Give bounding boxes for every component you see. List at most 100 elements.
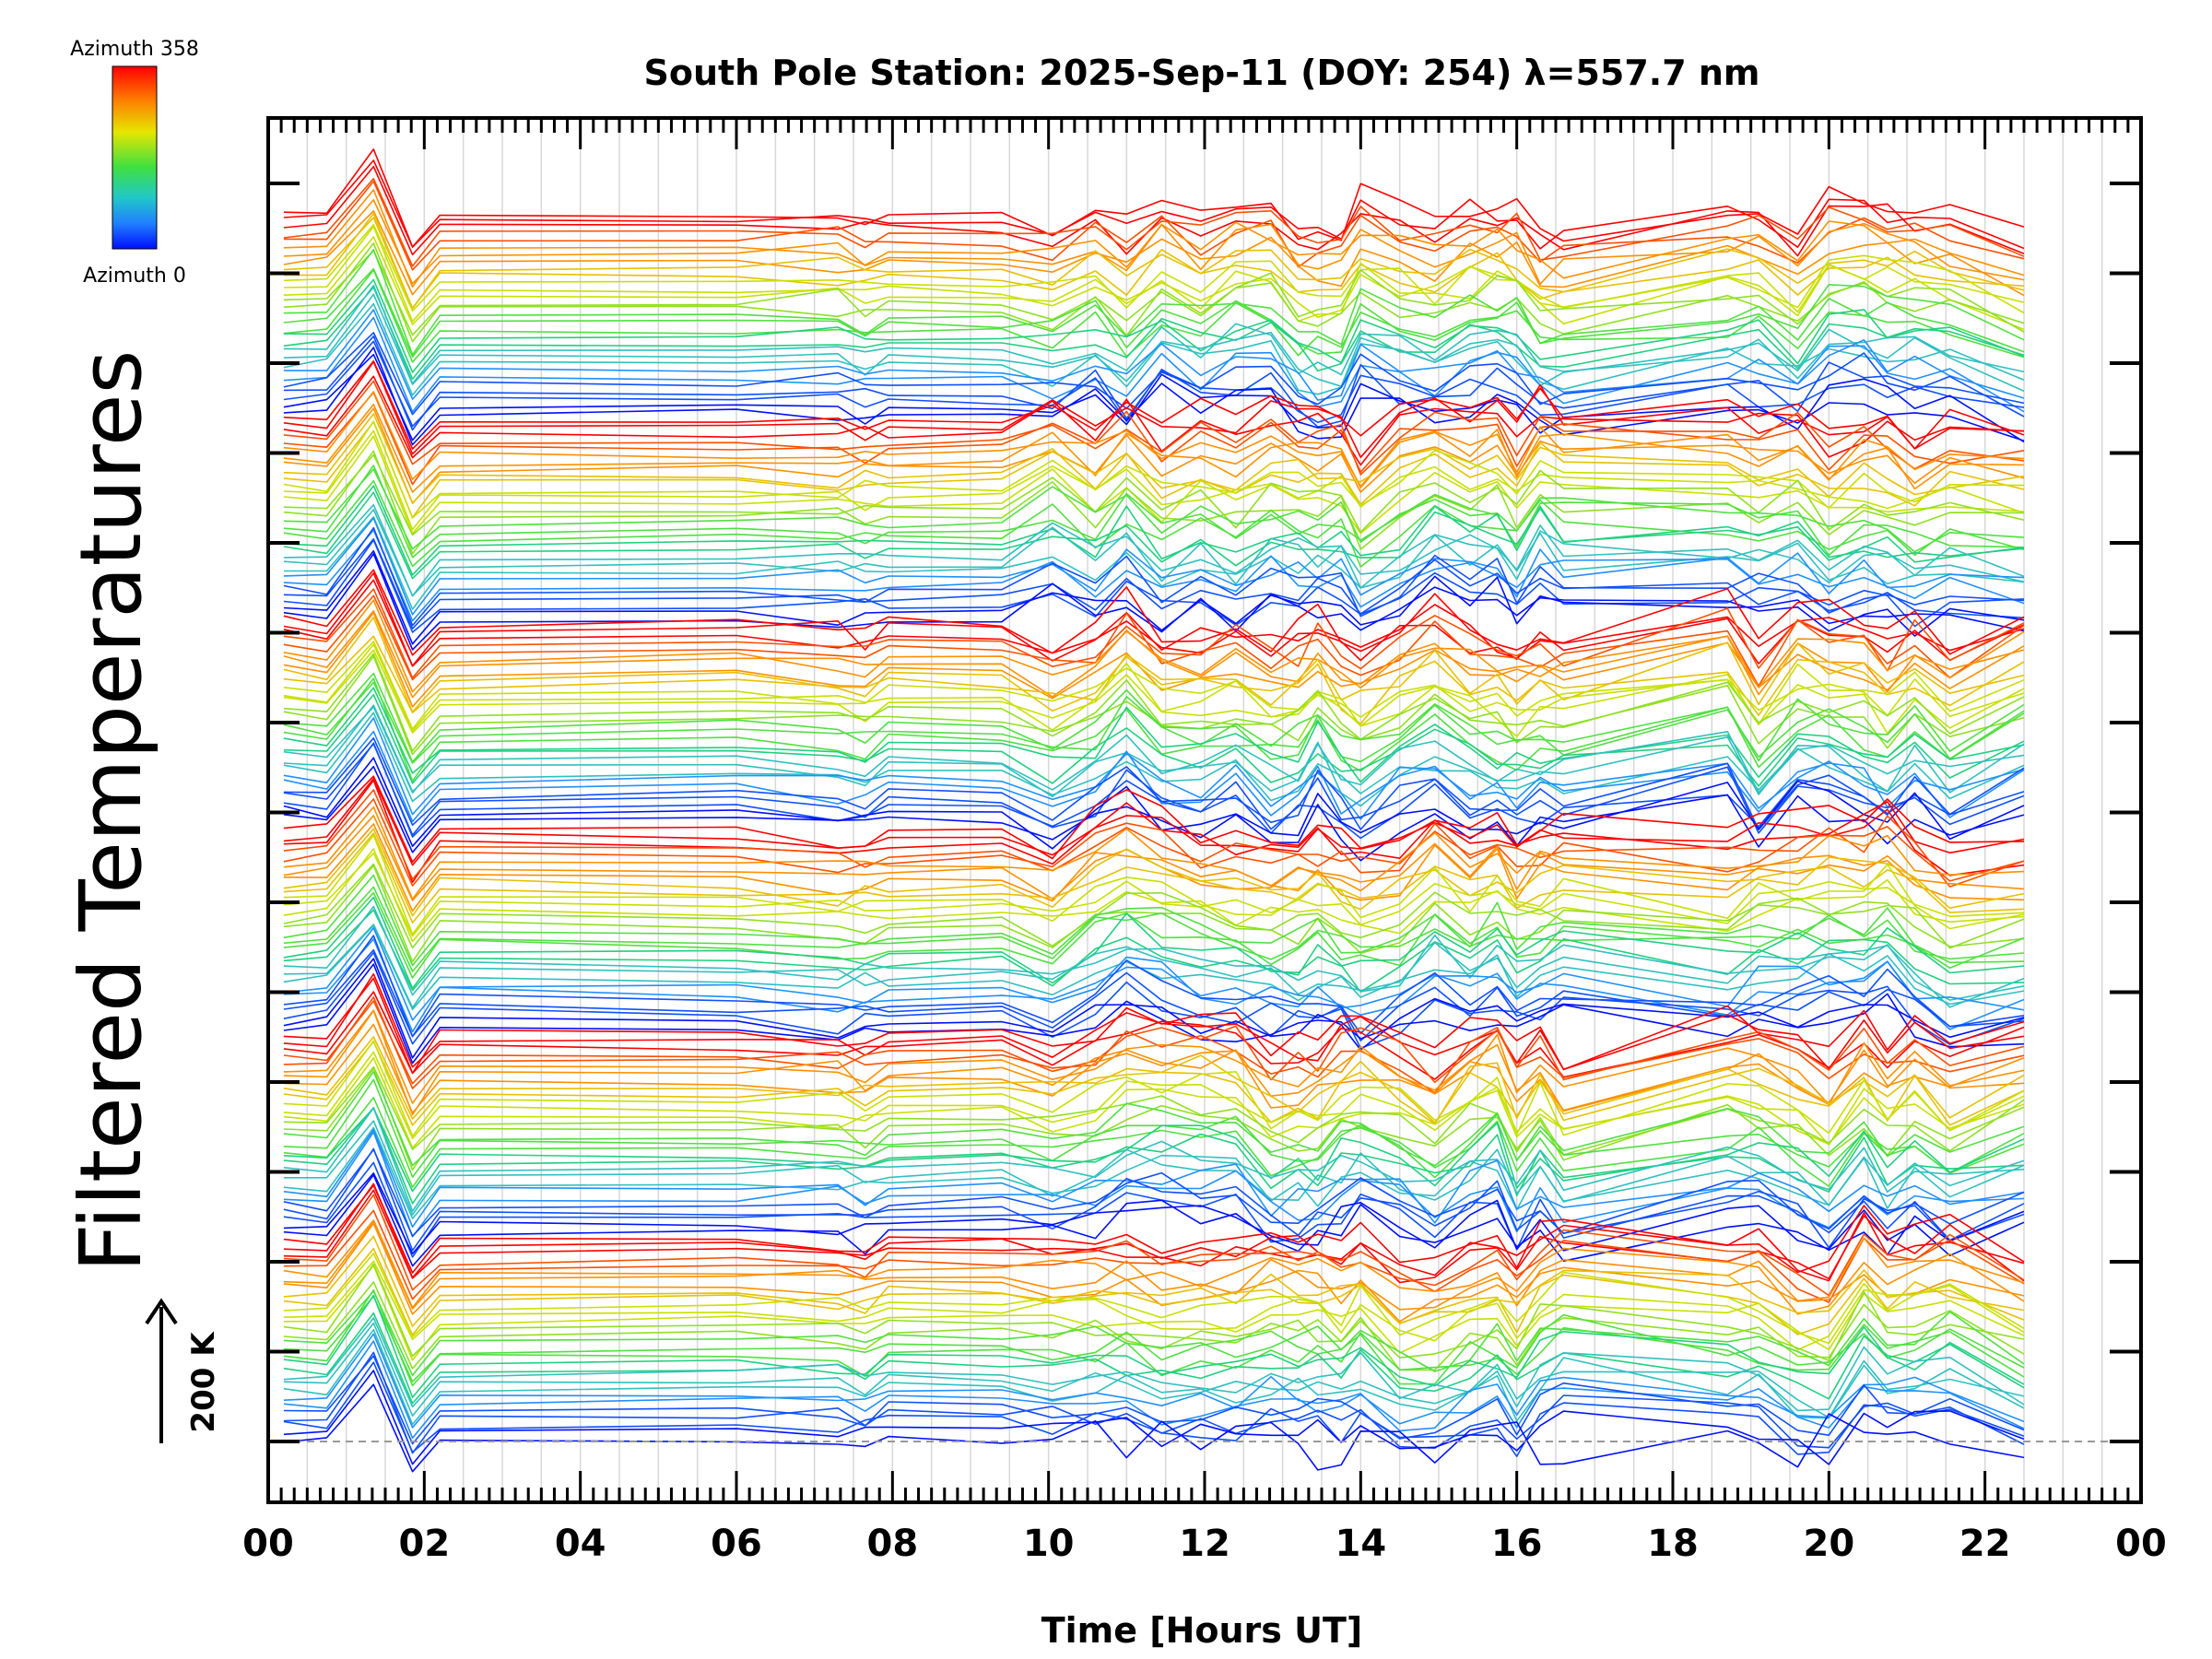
series-line	[283, 1322, 2025, 1418]
series-line	[283, 1065, 2025, 1156]
series-line	[283, 1126, 2025, 1219]
x-tick-label: 18	[1647, 1523, 1699, 1565]
series-line	[283, 1120, 2025, 1216]
series-line	[283, 1051, 2025, 1146]
series-line	[283, 681, 2025, 764]
series-line	[283, 874, 2025, 969]
x-tick-label: 14	[1335, 1523, 1386, 1565]
x-tick-label: 08	[866, 1523, 918, 1565]
series-line	[283, 1067, 2025, 1171]
series-line	[283, 655, 2025, 756]
series-line	[283, 1383, 2025, 1473]
series-line	[283, 996, 2025, 1094]
series-line	[283, 249, 2025, 356]
series-line	[283, 224, 2025, 314]
series-line	[283, 468, 2025, 553]
series-line	[283, 212, 2025, 310]
series-line	[283, 1070, 2025, 1167]
series-line	[283, 217, 2025, 310]
series-line	[283, 413, 2025, 504]
scale-bar: 200 K	[145, 1298, 222, 1443]
series-line	[283, 1340, 2025, 1440]
colorbar-top-label: Azimuth 358	[70, 38, 199, 61]
x-tick-label: 06	[711, 1523, 762, 1565]
series-line	[283, 569, 2025, 656]
series-line	[283, 1263, 2025, 1361]
series-line	[283, 712, 2025, 803]
x-tick-label: 00	[242, 1523, 294, 1565]
colorbar-bottom-label: Azimuth 0	[83, 265, 186, 288]
series-line	[283, 1209, 2025, 1303]
series-line	[283, 1333, 2025, 1432]
series-line	[283, 823, 2025, 912]
series-line	[283, 1290, 2025, 1377]
series-line	[283, 284, 2025, 384]
series-line	[283, 649, 2025, 737]
series-line	[283, 491, 2025, 580]
x-tick-label: 04	[555, 1523, 606, 1565]
x-tick-labels: 00 02 04 06 08 10 12 14 16 18 20 22 00	[242, 1523, 2167, 1565]
series-line	[283, 977, 2025, 1075]
series-line	[283, 687, 2025, 783]
series-line	[283, 242, 2025, 343]
series-line	[283, 210, 2025, 297]
series-line	[283, 1000, 2025, 1085]
series-line	[283, 617, 2025, 713]
series-line	[283, 1221, 2025, 1315]
series-line	[283, 403, 2025, 493]
series-line	[283, 1036, 2025, 1124]
series-line	[283, 509, 2025, 597]
series-line	[283, 148, 2025, 248]
series-line	[283, 515, 2025, 610]
series-line	[283, 828, 2025, 917]
series-line	[283, 1288, 2025, 1387]
series-line	[283, 347, 2025, 446]
series-line	[283, 1370, 2025, 1465]
series-line	[283, 332, 2025, 418]
x-tick-label: 10	[1023, 1523, 1075, 1565]
series-line	[283, 485, 2025, 576]
series-line	[283, 199, 2025, 286]
series-line	[283, 693, 2025, 787]
series-line	[283, 730, 2025, 823]
series-line	[283, 1172, 2025, 1257]
x-tick-label: 00	[2115, 1523, 2167, 1565]
series-line	[283, 236, 2025, 331]
series-line	[283, 643, 2025, 732]
series-line	[283, 891, 2025, 979]
series-line	[283, 1361, 2025, 1457]
series-line	[283, 549, 2025, 645]
series-line	[283, 926, 2025, 1021]
series-line	[283, 806, 2025, 900]
series-line	[283, 677, 2025, 782]
series-line	[283, 359, 2025, 450]
series-line	[283, 250, 2025, 336]
series-line	[283, 1009, 2025, 1116]
series-line	[283, 503, 2025, 597]
series-line	[283, 278, 2025, 373]
x-axis-label: Time [Hours UT]	[1041, 1610, 1363, 1651]
series-line	[283, 392, 2025, 486]
series-line	[283, 798, 2025, 887]
series-line	[283, 165, 2025, 257]
series-line	[283, 526, 2025, 627]
series-line	[283, 1148, 2025, 1237]
series-line	[283, 1161, 2025, 1258]
series-line	[283, 267, 2025, 359]
series-line	[283, 1355, 2025, 1445]
series-line	[283, 465, 2025, 559]
series-line	[283, 269, 2025, 363]
series-line	[283, 905, 2025, 1001]
series-line	[283, 1317, 2025, 1412]
series-line	[283, 479, 2025, 568]
series-line	[283, 1260, 2025, 1351]
series-line	[283, 951, 2025, 1050]
x-tick-label: 02	[398, 1523, 450, 1565]
series-line	[283, 909, 2025, 993]
chart-title: South Pole Station: 2025-Sep-11 (DOY: 25…	[643, 53, 1759, 93]
series-line	[283, 863, 2025, 949]
series-line	[283, 407, 2025, 504]
series-line	[283, 335, 2025, 431]
series-line	[283, 1107, 2025, 1193]
